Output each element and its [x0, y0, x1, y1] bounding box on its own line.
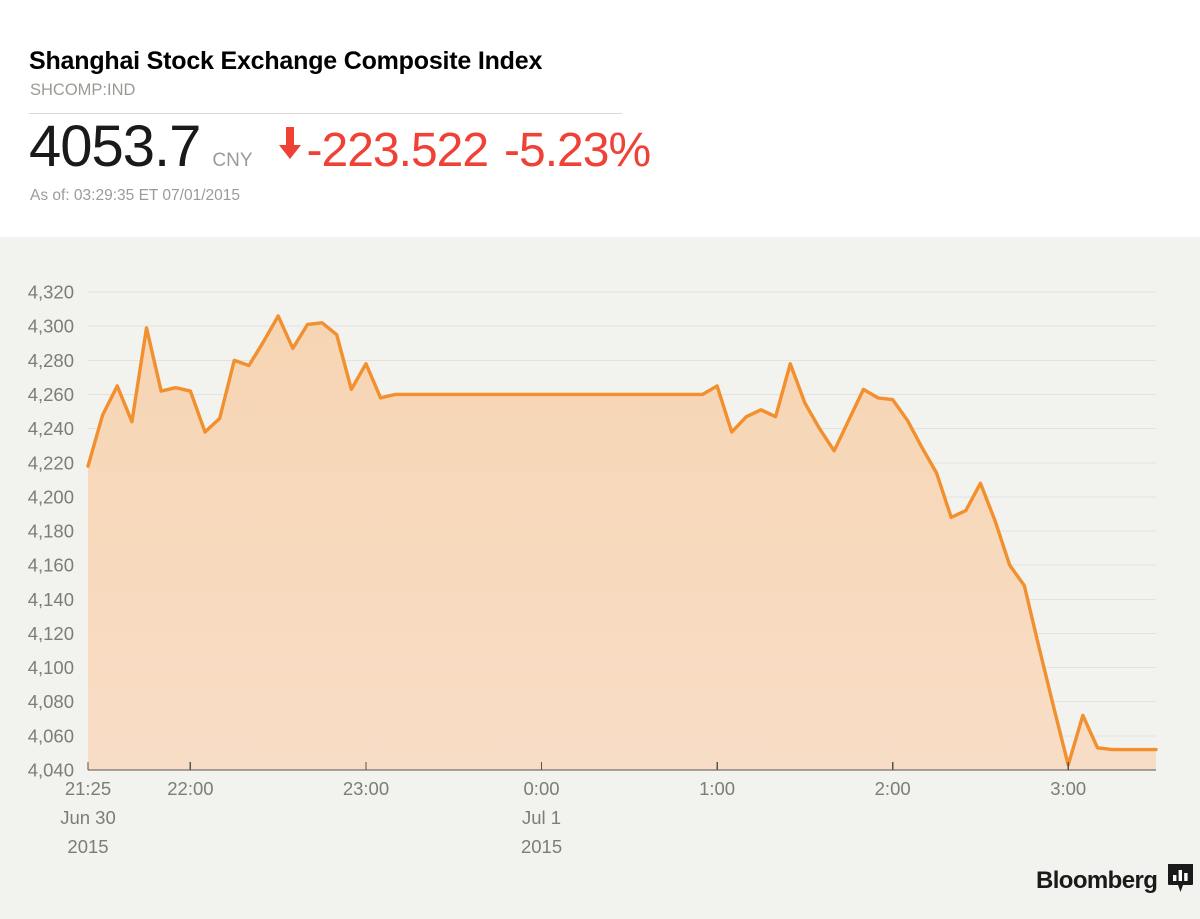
last-price: 4053.7	[29, 114, 201, 179]
x-axis-tick-label: 3:00	[1050, 778, 1086, 799]
y-axis-tick-label: 4,160	[28, 555, 74, 576]
header-divider	[29, 113, 622, 114]
y-axis-tick-label: 4,240	[28, 418, 74, 439]
x-axis-tick-label: 0:00	[524, 778, 560, 799]
quote-header: Shanghai Stock Exchange Composite Index …	[0, 0, 1200, 237]
x-axis	[87, 762, 1156, 771]
y-axis-tick-label: 4,260	[28, 384, 74, 405]
as-of-timestamp: As of: 03:29:35 ET 07/01/2015	[30, 187, 240, 204]
chart-canvas: 4,320 4,300 4,280 4,260 4,240 4,220 4,200 4,180…	[28, 282, 1158, 857]
y-axis-tick-label: 4,200	[28, 486, 74, 507]
y-axis-tick-label: 4,220	[28, 452, 74, 473]
x-axis-date-label: 2015	[521, 836, 562, 857]
quote-summary: 4053.7 CNY -223.522 -5.23%	[29, 114, 651, 180]
y-axis-labels: 4,320 4,300 4,280 4,260 4,240 4,220 4,200 4,180…	[28, 282, 74, 781]
y-axis-tick-label: 4,120	[28, 623, 74, 644]
y-axis-tick-label: 4,280	[28, 350, 74, 371]
x-axis-tick-label: 2:00	[875, 778, 911, 799]
price-line	[86, 314, 1158, 767]
x-axis-labels: 21:25 Jun 30 2015 22:00 23:00 0:00 Jul 1 2015 1:…	[60, 778, 1086, 857]
net-change: -223.522	[306, 124, 489, 177]
y-axis-tick-label: 4,300	[28, 316, 74, 337]
y-axis-tick-label: 4,060	[28, 725, 74, 746]
percent-change: -5.23%	[504, 124, 651, 177]
bloomberg-bar-badge-icon	[1166, 863, 1195, 899]
x-axis-tick-label: 22:00	[167, 778, 213, 799]
arrow-down-icon	[275, 123, 305, 167]
page-title: Shanghai Stock Exchange Composite Index	[29, 47, 543, 75]
x-axis-tick-label: 23:00	[343, 778, 389, 799]
x-axis-date-label: 2015	[67, 836, 108, 857]
y-axis-tick-label: 4,040	[28, 760, 74, 781]
bloomberg-wordmark: Bloomberg	[1036, 867, 1158, 894]
x-axis-date-label: Jun 30	[60, 807, 116, 828]
y-axis-tick-label: 4,180	[28, 521, 74, 542]
price-area-fill	[88, 315, 1156, 770]
ticker-symbol: SHCOMP:IND	[30, 81, 136, 99]
intraday-price-chart: 4,320 4,300 4,280 4,260 4,240 4,220 4,200 4,180…	[0, 237, 1200, 919]
y-axis-tick-label: 4,320	[28, 282, 74, 303]
x-axis-date-label: Jul 1	[522, 807, 561, 828]
x-axis-tick-label: 1:00	[699, 778, 735, 799]
y-axis-tick-label: 4,080	[28, 691, 74, 712]
x-axis-tick-label: 21:25	[65, 778, 111, 799]
currency-label: CNY	[212, 150, 253, 171]
y-axis-tick-label: 4,100	[28, 657, 74, 678]
y-axis-tick-label: 4,140	[28, 589, 74, 610]
bloomberg-logo: Bloomberg	[1036, 863, 1195, 899]
